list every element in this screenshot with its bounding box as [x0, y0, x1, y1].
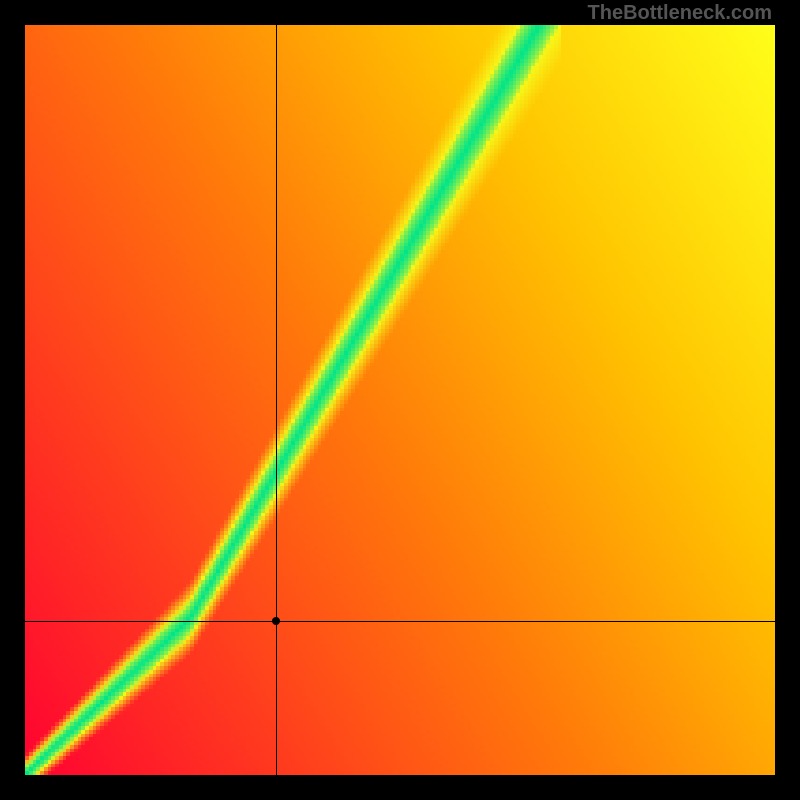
- crosshair-vertical: [276, 25, 277, 775]
- crosshair-dot: [270, 615, 282, 627]
- heatmap-canvas: [25, 25, 775, 775]
- chart-root: TheBottleneck.com: [0, 0, 800, 800]
- plot-frame: [25, 25, 775, 775]
- watermark-text: TheBottleneck.com: [588, 2, 772, 25]
- plot-area: [25, 25, 775, 775]
- crosshair-horizontal: [25, 621, 775, 622]
